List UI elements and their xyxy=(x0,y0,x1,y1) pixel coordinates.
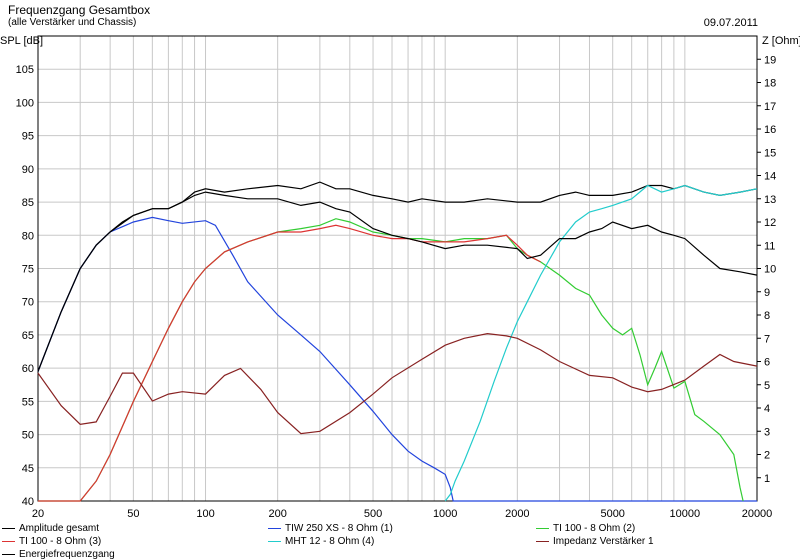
x-tick-label: 1000 xyxy=(433,508,457,520)
series-line-3 xyxy=(38,218,744,502)
chart-date: 09.07.2011 xyxy=(703,17,758,29)
y2-tick-label: 18 xyxy=(764,78,776,90)
legend-item: TIW 250 XS - 8 Ohm (1) xyxy=(268,523,393,534)
y2-tick-label: 13 xyxy=(764,194,776,206)
y-tick-label: 95 xyxy=(22,131,34,143)
legend-item: MHT 12 - 8 Ohm (4) xyxy=(268,536,374,547)
series-line-2 xyxy=(37,216,757,502)
legend-label: TIW 250 XS - 8 Ohm (1) xyxy=(285,523,393,534)
x-tick-label: 2000 xyxy=(505,508,529,520)
y2-tick-label: 12 xyxy=(764,217,776,229)
y2-axis-label: Z [Ohm] xyxy=(762,35,800,47)
legend-swatch xyxy=(268,540,281,542)
y2-tick-label: 5 xyxy=(764,380,770,392)
chart-title: Frequenzgang Gesamtbox xyxy=(8,3,151,17)
y2-tick-label: 8 xyxy=(764,310,770,322)
series-line-7 xyxy=(37,191,758,372)
legend-swatch xyxy=(2,553,15,555)
series-line-5 xyxy=(444,184,758,502)
legend-label: TI 100 - 8 Ohm (3) xyxy=(19,536,102,547)
legend-swatch xyxy=(2,540,15,542)
x-tick-label: 5000 xyxy=(600,508,624,520)
series-line-4 xyxy=(38,224,541,502)
legend-label: Amplitude gesamt xyxy=(19,523,100,534)
legend-swatch xyxy=(536,527,549,529)
x-tick-label: 50 xyxy=(127,508,139,520)
legend-item: Amplitude gesamt xyxy=(2,523,99,534)
legend-swatch xyxy=(268,527,281,529)
legend-item: Impedanz Verstärker 1 xyxy=(536,536,654,547)
y2-tick-label: 16 xyxy=(764,124,776,136)
y-tick-label: 40 xyxy=(22,496,34,508)
legend-item: Energiefrequenzgang xyxy=(2,549,115,560)
y-tick-label: 70 xyxy=(22,297,34,309)
y2-tick-label: 7 xyxy=(764,333,770,345)
legend-item: TI 100 - 8 Ohm (2) xyxy=(536,523,635,534)
y2-tick-label: 14 xyxy=(764,171,776,183)
legend-label: TI 100 - 8 Ohm (2) xyxy=(553,523,636,534)
y2-tick-label: 1 xyxy=(764,473,770,485)
x-tick-label: 100 xyxy=(196,508,214,520)
legend-label: Energiefrequenzgang xyxy=(19,549,115,560)
y2-tick-label: 15 xyxy=(764,147,776,159)
y2-tick-label: 2 xyxy=(764,450,770,462)
y2-tick-label: 17 xyxy=(764,101,776,113)
y-tick-label: 75 xyxy=(22,264,34,276)
series-line-6 xyxy=(37,332,758,435)
y2-tick-label: 19 xyxy=(764,54,776,66)
legend-label: Impedanz Verstärker 1 xyxy=(553,536,654,547)
y2-tick-label: 4 xyxy=(764,403,770,415)
x-tick-label: 20000 xyxy=(742,508,773,520)
y2-tick-label: 9 xyxy=(764,287,770,299)
y-tick-label: 55 xyxy=(22,396,34,408)
x-tick-label: 10000 xyxy=(670,508,701,520)
legend-swatch xyxy=(536,540,549,542)
y2-tick-label: 10 xyxy=(764,264,776,276)
legend-label: MHT 12 - 8 Ohm (4) xyxy=(285,536,375,547)
y-tick-label: 65 xyxy=(22,330,34,342)
x-tick-label: 500 xyxy=(364,508,382,520)
y-axis-label: SPL [dB] xyxy=(0,35,44,47)
y-tick-label: 80 xyxy=(22,230,34,242)
y-tick-label: 85 xyxy=(22,197,34,209)
y-tick-label: 105 xyxy=(16,64,34,76)
y-tick-label: 50 xyxy=(22,430,34,442)
y2-tick-label: 11 xyxy=(764,240,775,252)
legend-item: TI 100 - 8 Ohm (3) xyxy=(2,536,101,547)
y2-tick-label: 3 xyxy=(764,426,770,438)
x-tick-label: 200 xyxy=(268,508,286,520)
x-tick-label: 20 xyxy=(32,508,44,520)
y-tick-label: 45 xyxy=(22,463,34,475)
chart-subtitle: (alle Verstärker und Chassis) xyxy=(8,17,137,28)
y-tick-label: 60 xyxy=(22,363,34,375)
y-tick-label: 100 xyxy=(16,97,34,109)
legend-swatch xyxy=(2,527,15,529)
y2-tick-label: 6 xyxy=(764,357,770,369)
y-tick-label: 90 xyxy=(22,164,34,176)
